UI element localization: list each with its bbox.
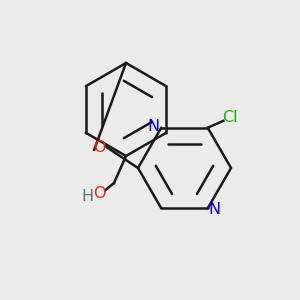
Text: H: H — [82, 189, 94, 204]
Text: Cl: Cl — [222, 110, 238, 125]
Text: N: N — [208, 202, 220, 217]
Text: O: O — [93, 186, 105, 201]
Text: N: N — [148, 119, 160, 134]
Text: O: O — [93, 140, 106, 155]
